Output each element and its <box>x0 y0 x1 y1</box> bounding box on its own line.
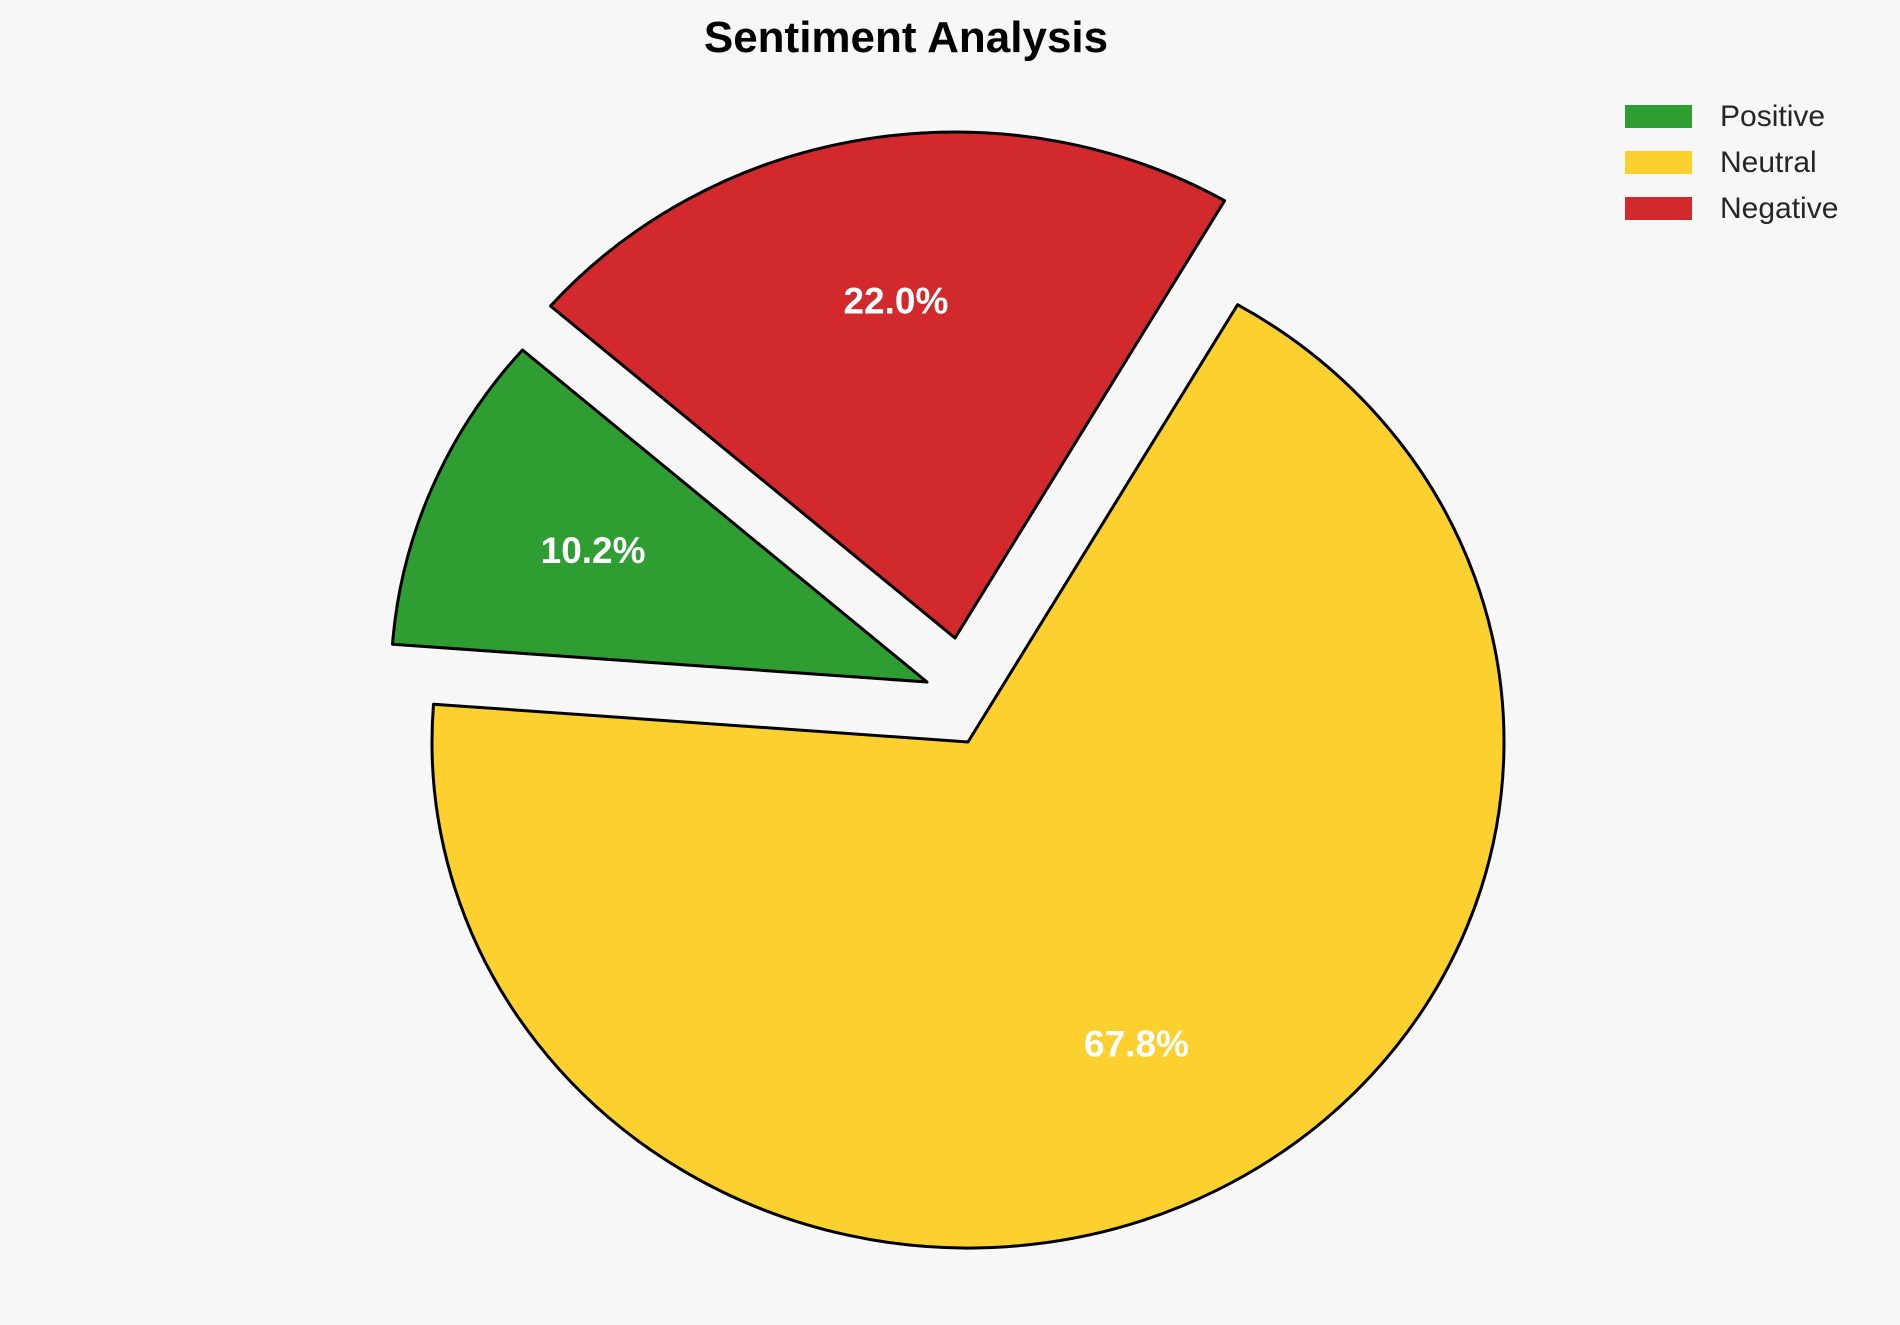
legend-item-negative: Negative <box>1625 193 1838 223</box>
legend-swatch-negative <box>1625 197 1692 220</box>
legend-label-positive: Positive <box>1720 99 1826 133</box>
legend-swatch-positive <box>1625 105 1692 128</box>
pie-slice-neutral <box>430 303 1506 1250</box>
chart-title: Sentiment Analysis <box>703 13 1109 62</box>
legend-label-neutral: Neutral <box>1720 145 1817 179</box>
pct-label-positive: 10.2% <box>541 530 646 571</box>
pie-slice-negative <box>549 130 1227 640</box>
pct-label-negative: 22.0% <box>843 281 948 322</box>
legend-item-neutral: Neutral <box>1625 147 1838 177</box>
legend-label-negative: Negative <box>1720 191 1839 225</box>
legend-swatch-neutral <box>1625 151 1692 174</box>
pct-label-neutral: 67.8% <box>1084 1024 1189 1065</box>
legend: Positive Neutral Negative <box>1625 101 1838 223</box>
legend-item-positive: Positive <box>1625 101 1838 131</box>
pie-slice-positive <box>391 348 929 684</box>
